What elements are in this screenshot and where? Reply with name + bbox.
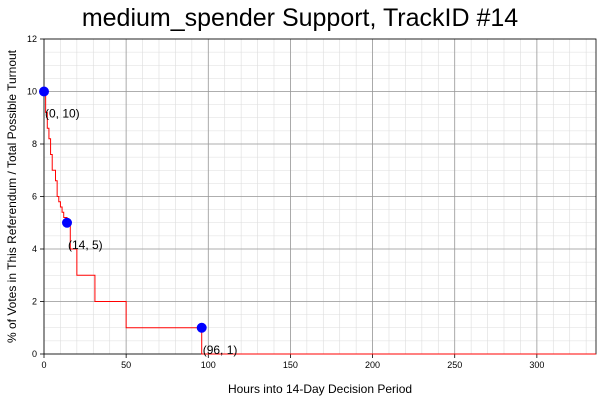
x-tick-label: 300 bbox=[529, 360, 544, 370]
x-tick-label: 0 bbox=[41, 360, 46, 370]
x-tick-label: 150 bbox=[283, 360, 298, 370]
axis-ticks: 0 50 100 150 200 250 300 0 2 4 6 8 10 12 bbox=[27, 34, 544, 370]
y-tick-label: 2 bbox=[32, 297, 37, 307]
y-tick-label: 4 bbox=[32, 244, 37, 254]
series-line bbox=[44, 91, 596, 355]
y-tick-label: 12 bbox=[27, 34, 37, 44]
data-point-marker bbox=[39, 86, 49, 97]
points-layer: (0, 10) (14, 5) (96, 1) bbox=[39, 86, 238, 357]
x-axis-label: Hours into 14-Day Decision Period bbox=[228, 382, 412, 396]
x-tick-label: 50 bbox=[121, 360, 131, 370]
y-tick-label: 0 bbox=[32, 349, 37, 359]
data-point-marker bbox=[196, 322, 207, 333]
y-tick-label: 10 bbox=[27, 87, 37, 97]
y-tick-label: 6 bbox=[32, 192, 37, 202]
x-tick-label: 100 bbox=[201, 360, 216, 370]
chart-title: medium_spender Support, TrackID #14 bbox=[81, 4, 519, 32]
data-point-label: (96, 1) bbox=[203, 343, 238, 357]
x-tick-label: 250 bbox=[447, 360, 462, 370]
y-axis-label: % of Votes in This Referendum / Total Po… bbox=[5, 49, 19, 343]
x-tick-label: 200 bbox=[365, 360, 380, 370]
major-grid bbox=[43, 38, 596, 355]
data-point-label: (0, 10) bbox=[45, 107, 80, 121]
data-point-label: (14, 5) bbox=[68, 238, 103, 252]
data-point-marker bbox=[62, 217, 72, 228]
y-tick-label: 8 bbox=[32, 139, 37, 149]
series-layer bbox=[44, 91, 596, 355]
